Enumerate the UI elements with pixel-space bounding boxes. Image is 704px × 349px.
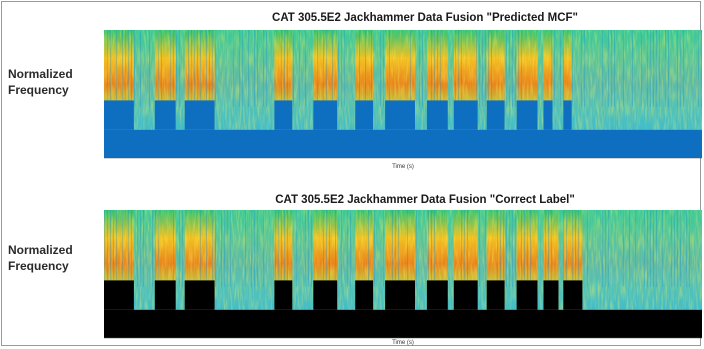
- active-segment: [385, 100, 415, 130]
- active-segment: [516, 280, 538, 310]
- active-segment: [274, 280, 293, 310]
- active-segment: [543, 100, 553, 130]
- active-segment: [184, 100, 215, 130]
- active-segment: [184, 280, 215, 310]
- active-segment: [104, 280, 134, 310]
- active-segment: [154, 100, 176, 130]
- active-segment: [313, 280, 338, 310]
- active-segment: [104, 100, 134, 130]
- active-segment: [355, 280, 374, 310]
- active-segment: [486, 100, 505, 130]
- xlabel-correct: Time (s): [392, 340, 414, 346]
- active-segment: [453, 280, 478, 310]
- chart-title-predicted: CAT 305.5E2 Jackhammer Data Fusion "Pred…: [272, 12, 578, 24]
- ylabel-correct: Normalized Frequency: [8, 243, 73, 273]
- active-segment: [385, 280, 415, 310]
- active-segment: [516, 100, 538, 130]
- chart-title-correct: CAT 305.5E2 Jackhammer Data Fusion "Corr…: [275, 194, 575, 206]
- active-segment: [274, 100, 293, 130]
- active-segment: [313, 100, 338, 130]
- mask-baseline: [104, 129, 702, 158]
- active-segment: [543, 280, 559, 310]
- active-segment: [426, 100, 448, 130]
- active-segment: [426, 280, 448, 310]
- ylabel-predicted: Normalized Frequency: [8, 67, 73, 97]
- spectrogram-panel: [104, 30, 702, 159]
- active-segment: [154, 280, 176, 310]
- active-segment: [453, 100, 478, 130]
- spectrogram-panel: [104, 210, 702, 339]
- active-segment: [355, 100, 374, 130]
- active-segment: [563, 280, 583, 310]
- active-segment: [563, 100, 572, 130]
- mask-baseline: [104, 309, 702, 338]
- active-segment: [486, 280, 505, 310]
- xlabel-predicted: Time (s): [392, 164, 414, 170]
